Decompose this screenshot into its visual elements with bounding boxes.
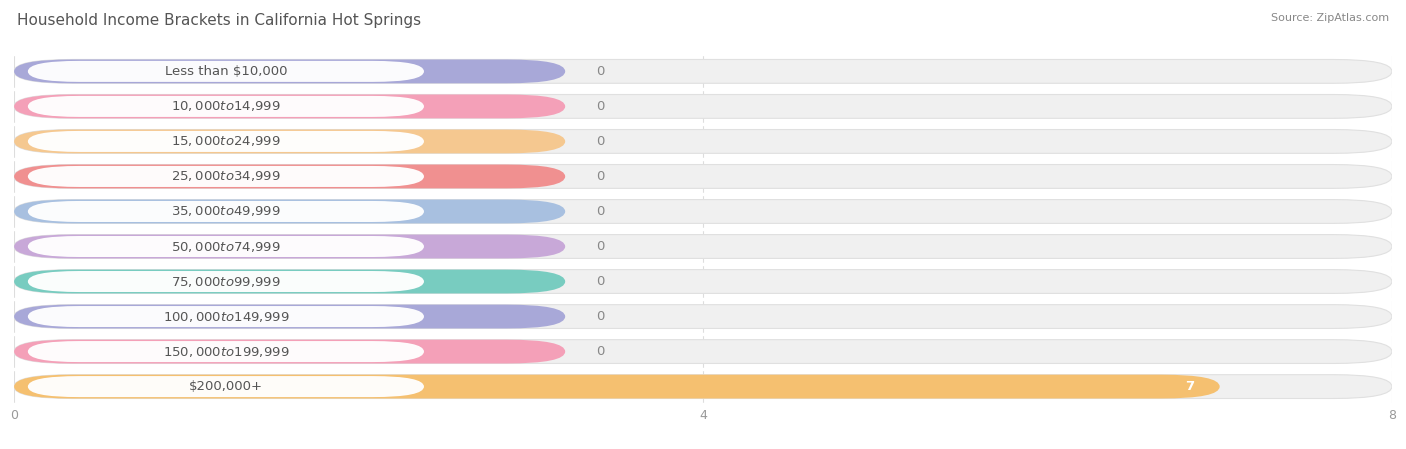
Text: 0: 0: [596, 205, 605, 218]
Text: Source: ZipAtlas.com: Source: ZipAtlas.com: [1271, 13, 1389, 23]
Text: Household Income Brackets in California Hot Springs: Household Income Brackets in California …: [17, 13, 420, 28]
FancyBboxPatch shape: [28, 131, 425, 152]
Text: $25,000 to $34,999: $25,000 to $34,999: [172, 169, 281, 184]
FancyBboxPatch shape: [14, 374, 1219, 399]
Text: $10,000 to $14,999: $10,000 to $14,999: [172, 99, 281, 114]
Text: 0: 0: [596, 275, 605, 288]
FancyBboxPatch shape: [28, 341, 425, 362]
FancyBboxPatch shape: [28, 96, 425, 117]
Text: 0: 0: [596, 100, 605, 113]
FancyBboxPatch shape: [28, 271, 425, 292]
Text: $50,000 to $74,999: $50,000 to $74,999: [172, 239, 281, 254]
FancyBboxPatch shape: [14, 94, 565, 119]
FancyBboxPatch shape: [14, 164, 1392, 189]
FancyBboxPatch shape: [14, 59, 565, 84]
FancyBboxPatch shape: [14, 164, 565, 189]
Text: $150,000 to $199,999: $150,000 to $199,999: [163, 344, 290, 359]
FancyBboxPatch shape: [14, 339, 1392, 364]
FancyBboxPatch shape: [14, 304, 565, 329]
FancyBboxPatch shape: [14, 234, 565, 259]
FancyBboxPatch shape: [28, 306, 425, 327]
FancyBboxPatch shape: [14, 59, 1392, 84]
FancyBboxPatch shape: [28, 376, 425, 397]
FancyBboxPatch shape: [14, 269, 1392, 294]
Text: Less than $10,000: Less than $10,000: [165, 65, 287, 78]
FancyBboxPatch shape: [14, 199, 565, 224]
FancyBboxPatch shape: [14, 129, 565, 154]
Text: 0: 0: [596, 65, 605, 78]
FancyBboxPatch shape: [14, 339, 565, 364]
Text: $100,000 to $149,999: $100,000 to $149,999: [163, 309, 290, 324]
FancyBboxPatch shape: [28, 166, 425, 187]
Text: $75,000 to $99,999: $75,000 to $99,999: [172, 274, 281, 289]
Text: 0: 0: [596, 310, 605, 323]
Text: $35,000 to $49,999: $35,000 to $49,999: [172, 204, 281, 219]
FancyBboxPatch shape: [28, 61, 425, 82]
FancyBboxPatch shape: [14, 304, 1392, 329]
FancyBboxPatch shape: [14, 129, 1392, 154]
Text: 0: 0: [596, 135, 605, 148]
FancyBboxPatch shape: [14, 94, 1392, 119]
FancyBboxPatch shape: [14, 374, 1392, 399]
FancyBboxPatch shape: [28, 201, 425, 222]
FancyBboxPatch shape: [14, 269, 565, 294]
FancyBboxPatch shape: [14, 234, 1392, 259]
FancyBboxPatch shape: [14, 199, 1392, 224]
FancyBboxPatch shape: [28, 236, 425, 257]
Text: $15,000 to $24,999: $15,000 to $24,999: [172, 134, 281, 149]
Text: 7: 7: [1185, 380, 1194, 393]
Text: 0: 0: [596, 345, 605, 358]
Text: 0: 0: [596, 240, 605, 253]
Text: $200,000+: $200,000+: [188, 380, 263, 393]
Text: 0: 0: [596, 170, 605, 183]
